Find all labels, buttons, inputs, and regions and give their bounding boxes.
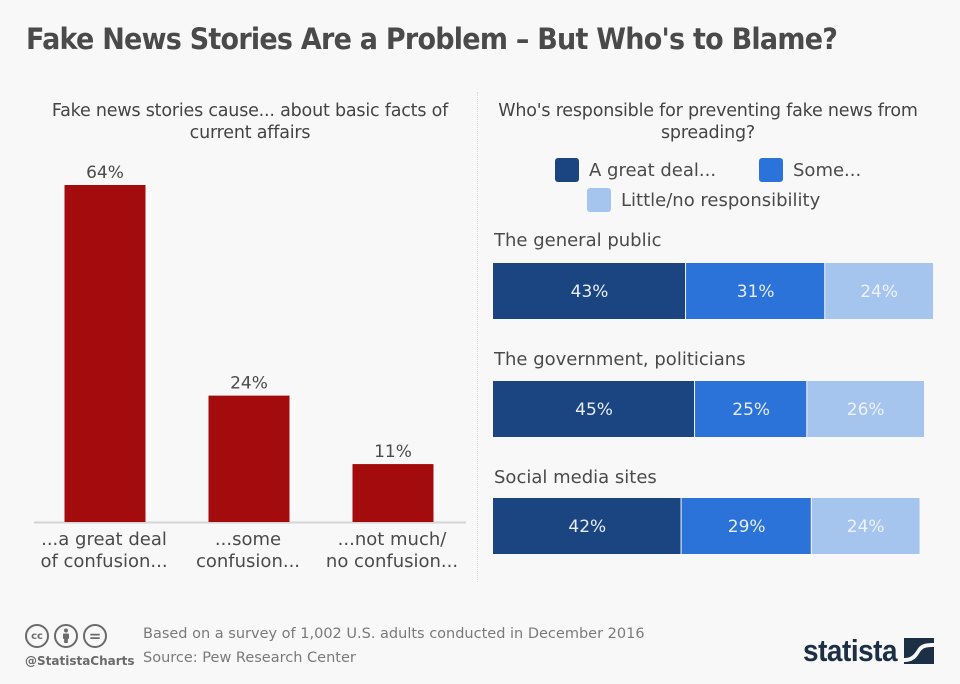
row-label-social-media: Social media sites — [494, 467, 657, 488]
statista-wordmark: statista — [803, 633, 898, 668]
category-label-great-deal: ...a great deal of confusion... — [29, 529, 179, 573]
stacked-segment-2-0 — [493, 498, 681, 554]
segment-data-label-1-1: 25% — [732, 400, 770, 420]
stacked-segment-1-2 — [807, 381, 925, 437]
category-label-line: ...some — [214, 529, 282, 550]
stacked-segment-2-1 — [681, 498, 811, 554]
legend-swatch-some — [759, 158, 783, 182]
license-icons: cc = — [25, 624, 107, 648]
statista-logo[interactable]: statista — [803, 633, 934, 669]
no-derivatives-icon: = — [83, 624, 107, 648]
stacked-segment-1-0 — [493, 381, 695, 437]
segment-data-label-2-1: 29% — [728, 517, 766, 537]
stacked-segment-0-1 — [686, 263, 825, 319]
row-label-government: The government, politicians — [494, 349, 746, 370]
segment-data-label-2-0: 42% — [568, 517, 606, 537]
legend-item-great-deal: A great deal... — [555, 158, 716, 182]
stacked-segment-1-1 — [695, 381, 807, 437]
bar-data-label-1: 24% — [230, 374, 268, 394]
legend-item-little: Little/no responsibility — [587, 188, 820, 212]
legend-label: Some... — [793, 159, 862, 181]
segment-data-label-1-2: 26% — [847, 400, 885, 420]
row-label-general-public: The general public — [494, 230, 662, 251]
category-label-line: ...not much/ — [337, 529, 447, 550]
legend-item-some: Some... — [759, 158, 861, 182]
bar-2 — [352, 464, 434, 522]
segment-data-label-2-2: 24% — [847, 517, 885, 537]
bar-1 — [208, 395, 290, 522]
stacked-segment-2-2 — [811, 498, 920, 554]
chart-title: Fake News Stories Are a Problem – But Wh… — [26, 22, 838, 56]
bar-0 — [64, 185, 146, 522]
segment-data-label-0-0: 43% — [571, 282, 609, 302]
survey-note: Based on a survey of 1,002 U.S. adults c… — [143, 626, 645, 642]
legend-label: Little/no responsibility — [621, 189, 821, 211]
twitter-handle[interactable]: @StatistaCharts — [25, 654, 135, 668]
legend-swatch-little — [587, 188, 611, 212]
panel-divider — [477, 92, 478, 582]
segment-data-label-0-1: 31% — [737, 282, 775, 302]
bar-data-label-2: 11% — [374, 442, 412, 462]
cc-icon: cc — [25, 624, 49, 648]
category-label-not-much: ...not much/ no confusion... — [317, 529, 467, 573]
category-label-line: ...a great deal — [41, 529, 167, 550]
bar-data-label-0: 64% — [86, 163, 124, 183]
category-label-line: of confusion... — [40, 551, 168, 572]
segment-data-label-1-0: 45% — [575, 400, 613, 420]
statista-logo-icon — [903, 638, 934, 664]
category-label-line: confusion... — [195, 551, 301, 572]
source-note: Source: Pew Research Center — [143, 650, 356, 666]
attribution-icon — [54, 624, 78, 648]
legend-swatch-great-deal — [555, 158, 579, 182]
right-chart-subtitle: Who's responsible for preventing fake ne… — [498, 101, 918, 143]
category-label-some: ...some confusion... — [173, 529, 323, 573]
left-chart-subtitle: Fake news stories cause... about basic f… — [51, 101, 449, 143]
category-label-line: no confusion... — [325, 551, 459, 572]
stacked-segment-0-0 — [493, 263, 686, 319]
stacked-segment-0-2 — [825, 263, 934, 319]
segment-data-label-0-2: 24% — [860, 282, 898, 302]
legend-label: A great deal... — [589, 159, 717, 181]
